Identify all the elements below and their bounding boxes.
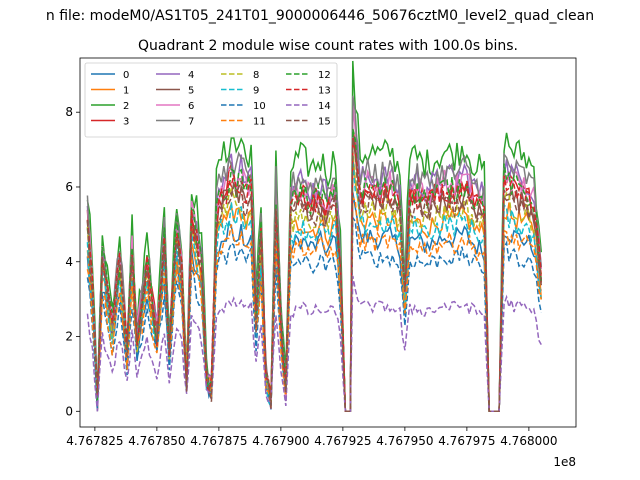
x-tick-label: 4.767825 — [66, 434, 123, 448]
y-tick-label: 6 — [65, 180, 73, 194]
legend-label-8: 8 — [253, 70, 259, 81]
legend-label-2: 2 — [123, 101, 129, 112]
legend-label-11: 11 — [253, 117, 266, 128]
figure-suptitle: n file: modeM0/AS1T05_241T01_9000006446_… — [46, 8, 594, 24]
y-tick-label: 2 — [65, 330, 73, 344]
legend-label-15: 15 — [318, 117, 331, 128]
x-axis: 4.767825 4.767850 4.767875 4.767900 4.767925… — [66, 427, 558, 448]
plot-area-frame — [79, 57, 577, 428]
x-tick-label: 4.767875 — [190, 434, 247, 448]
series-line-9 — [86, 156, 543, 413]
x-tick-label: 4.767900 — [252, 434, 309, 448]
series-line-15 — [86, 138, 543, 413]
x-axis-offset-text: 1e8 — [553, 455, 576, 469]
series-line-10 — [86, 215, 543, 413]
legend-label-6: 6 — [188, 101, 194, 112]
y-axis: 0 2 4 6 8 — [65, 105, 80, 418]
legend-label-3: 3 — [123, 117, 129, 128]
legend-box — [84, 62, 338, 138]
legend-label-5: 5 — [188, 86, 194, 97]
x-tick-label: 4.767975 — [438, 434, 495, 448]
series-line-11 — [86, 195, 543, 413]
legend-label-13: 13 — [318, 86, 331, 97]
y-tick-label: 8 — [65, 105, 73, 119]
y-tick-label: 4 — [65, 255, 73, 269]
series-line-6 — [86, 102, 543, 413]
legend-label-9: 9 — [253, 86, 259, 97]
x-tick-label: 4.768000 — [500, 434, 557, 448]
chart-title: Quadrant 2 module wise count rates with … — [138, 38, 518, 54]
legend-label-1: 1 — [123, 86, 129, 97]
legend-label-7: 7 — [188, 117, 194, 128]
legend-label-10: 10 — [253, 101, 266, 112]
x-tick-label: 4.767950 — [376, 434, 433, 448]
x-tick-label: 4.767925 — [314, 434, 371, 448]
legend-label-4: 4 — [188, 70, 194, 81]
series-line-14 — [86, 275, 542, 413]
legend-label-12: 12 — [318, 70, 331, 81]
series-line-7 — [86, 95, 543, 413]
series-layer — [86, 60, 543, 413]
legend-label-0: 0 — [123, 70, 129, 81]
legend-label-14: 14 — [318, 101, 331, 112]
x-tick-label: 4.767850 — [128, 434, 185, 448]
y-tick-label: 0 — [65, 404, 73, 418]
